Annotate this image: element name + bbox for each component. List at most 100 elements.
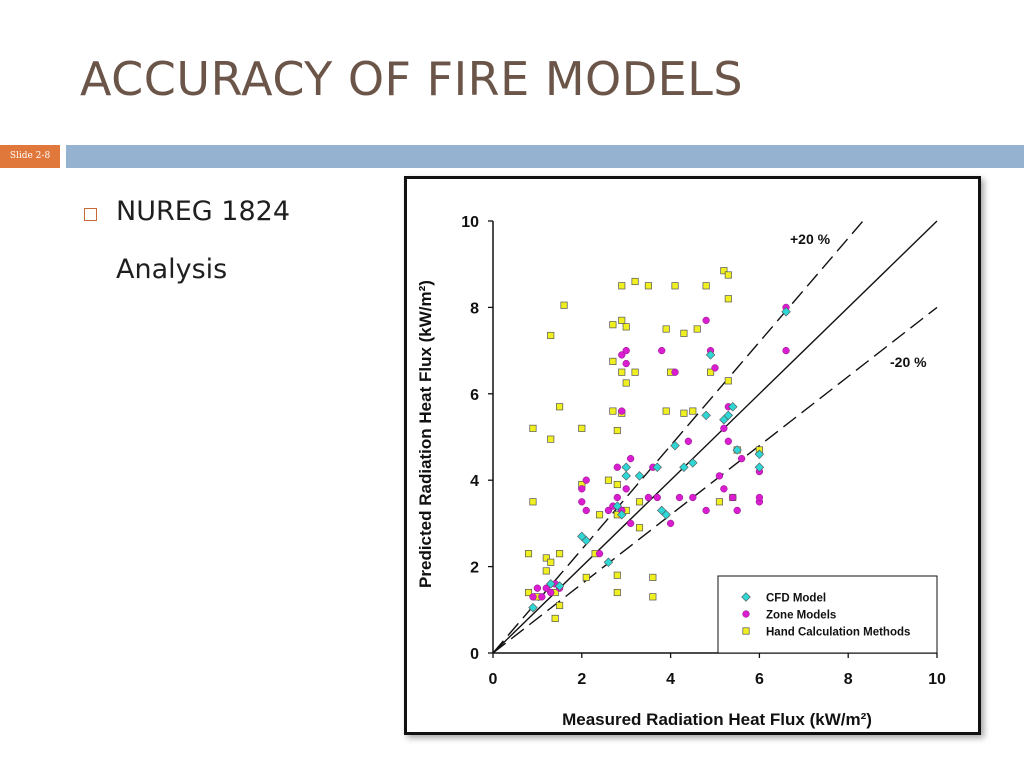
zone-point [613, 463, 621, 471]
zone-point [542, 584, 550, 592]
y-tick-label: 2 [470, 560, 479, 577]
chart-legend: CFD Model Zone Models Hand Calculation Met… [717, 575, 938, 654]
reference-line-20 [492, 306, 938, 654]
y-tick-label: 10 [461, 214, 479, 231]
zone-point [733, 506, 741, 515]
hand-calc-point [542, 567, 550, 575]
hand-calc-point [609, 321, 617, 329]
hand-calc-point [644, 282, 652, 290]
zone-point [684, 437, 693, 445]
zone-point [724, 437, 732, 445]
zone-point [538, 593, 546, 601]
x-tick-label: 6 [755, 671, 764, 688]
zone-point [711, 364, 719, 372]
zone-point [595, 549, 604, 558]
zone-point [720, 485, 728, 493]
hand-calc-point [582, 573, 590, 581]
cfd-point [781, 306, 791, 317]
zone-point [613, 493, 621, 502]
hand-calc-point [622, 379, 630, 387]
hand-calc-point [560, 301, 568, 309]
zone-point [533, 584, 542, 592]
hand-calc-point [631, 277, 639, 286]
hand-calc-point [542, 554, 550, 562]
zone-point [675, 493, 684, 502]
legend-marker [742, 610, 750, 618]
hand-calc-point [556, 403, 564, 411]
hand-calc-point [689, 407, 697, 415]
hand-calc-point [680, 409, 688, 417]
legend-marker [742, 627, 750, 635]
cfd-point [652, 462, 663, 472]
zone-point [622, 346, 630, 355]
zone-point [529, 593, 537, 601]
hand-calc-point [529, 424, 537, 432]
zone-point [618, 407, 626, 415]
hand-calc-point [635, 498, 644, 506]
zone-point [547, 588, 555, 597]
hand-calc-point [613, 571, 621, 579]
cfd-point [621, 471, 631, 481]
cfd-point [723, 410, 734, 421]
slide-number-badge: Slide 2-8 [0, 145, 60, 168]
zone-point [626, 519, 635, 528]
hand-calc-point [631, 368, 639, 376]
hand-calc-point [604, 476, 612, 484]
hand-calc-point [547, 331, 555, 340]
hand-calc-point [618, 282, 626, 290]
hand-calc-point [724, 295, 732, 303]
x-tick-label: 4 [666, 671, 675, 688]
cfd-point [679, 462, 689, 472]
zone-point [604, 506, 613, 515]
hand-calc-point [702, 282, 710, 290]
zone-point [626, 454, 635, 463]
cfd-point [545, 579, 556, 589]
zone-point [582, 506, 590, 515]
hand-calc-point [724, 271, 732, 279]
cfd-point [661, 510, 671, 520]
zone-point [658, 346, 666, 355]
hand-calc-point [547, 558, 555, 566]
cfd-point [581, 535, 591, 546]
zone-point [720, 424, 728, 433]
legend-box [717, 575, 938, 654]
hand-calc-point [618, 316, 626, 324]
hand-calc-point [662, 325, 670, 333]
hand-calc-point [707, 368, 715, 376]
x-tick-label: 8 [844, 671, 853, 688]
y-tick-label: 6 [470, 387, 479, 404]
legend-label: Hand Calculation Methods [766, 627, 910, 639]
title-accent-bar [66, 145, 1024, 168]
hand-calc-point [551, 614, 559, 622]
y-axis-label: Predicted Radiation Heat Flux (kW/m²) [416, 280, 435, 588]
hand-calc-point [556, 601, 564, 610]
cfd-point [617, 510, 627, 520]
zone-point [622, 485, 630, 493]
y-tick-label: 8 [470, 300, 479, 317]
cfd-point [728, 402, 738, 412]
cfd-point [732, 445, 742, 455]
slide-title: ACCURACY OF FIRE MODELS [80, 52, 744, 106]
zone-point [618, 351, 626, 359]
zone-point [671, 368, 679, 376]
cfd-point [688, 458, 698, 468]
hand-calc-point [547, 435, 555, 443]
hand-calc-point [649, 593, 657, 601]
hand-calc-point [596, 511, 604, 519]
hand-calc-point [715, 498, 723, 506]
hand-calc-point [618, 368, 626, 376]
legend-marker [741, 592, 751, 602]
x-tick-label: 2 [577, 671, 586, 688]
cfd-point [705, 350, 716, 360]
bullet-text-line1: NUREG 1824 [116, 196, 290, 227]
square-bullet-icon [84, 208, 97, 221]
hand-calc-point [724, 377, 732, 385]
cfd-point [754, 449, 765, 460]
cfd-point [528, 602, 538, 613]
series-cfd-model [528, 306, 791, 613]
hand-calc-point [635, 524, 644, 532]
annotation-plus-20: +20 % [790, 231, 831, 247]
hand-calc-point [680, 329, 688, 337]
y-tick-label: 4 [470, 473, 479, 490]
hand-calc-point [524, 588, 533, 597]
